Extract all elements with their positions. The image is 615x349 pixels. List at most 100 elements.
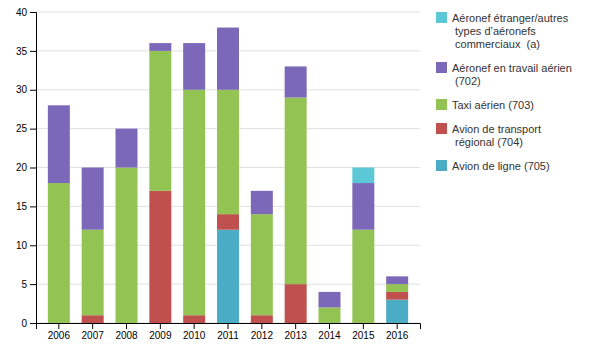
chart: 2006200720082009201020112012201320142015… bbox=[0, 0, 615, 349]
x-tick-label: 2012 bbox=[251, 330, 274, 341]
x-tick: 2010 bbox=[183, 323, 206, 341]
bar-segment bbox=[386, 300, 408, 323]
bar-segment bbox=[183, 315, 205, 323]
x-tick-mark bbox=[126, 323, 127, 329]
bar-segment bbox=[285, 66, 307, 67]
bar-segment bbox=[386, 276, 408, 284]
bar-segment bbox=[352, 183, 374, 230]
y-tick-mark bbox=[30, 245, 36, 246]
x-tick-label: 2006 bbox=[48, 330, 71, 341]
y-tick-label: 20 bbox=[16, 162, 28, 173]
x-tick-label: 2008 bbox=[115, 330, 138, 341]
y-tick: 25 bbox=[16, 123, 36, 134]
bar-segment bbox=[217, 214, 239, 230]
bar-segment bbox=[217, 90, 239, 214]
bar-segment bbox=[183, 43, 205, 90]
x-tick-mark bbox=[363, 323, 364, 329]
x-tick-label: 2014 bbox=[318, 330, 341, 341]
bar-segment bbox=[285, 66, 307, 97]
x-tick-mark bbox=[295, 323, 296, 329]
y-tick-label: 15 bbox=[16, 201, 28, 212]
x-tick: 2012 bbox=[251, 323, 274, 341]
y-tick-label: 40 bbox=[16, 7, 28, 18]
x-tick: 2011 bbox=[217, 323, 239, 341]
y-tick-mark bbox=[30, 284, 36, 285]
bar-segment bbox=[48, 105, 70, 183]
y-tick-label: 35 bbox=[16, 46, 28, 57]
y-tick: 20 bbox=[16, 162, 36, 173]
x-tick: 2013 bbox=[285, 323, 308, 341]
bar-segment bbox=[251, 190, 273, 191]
bar-segment bbox=[116, 168, 138, 324]
series bbox=[217, 230, 408, 323]
y-axis-line bbox=[30, 13, 37, 324]
bar-segment bbox=[352, 168, 374, 184]
bar-segment bbox=[149, 43, 171, 44]
y-tick-mark bbox=[30, 129, 36, 130]
bar-segment bbox=[82, 168, 104, 230]
bar-segment bbox=[149, 43, 171, 51]
y-tick: 35 bbox=[16, 46, 36, 57]
legend-item: Aéronef étranger/autres types d’aéronefs… bbox=[436, 12, 569, 50]
x-tick-label: 2009 bbox=[149, 330, 172, 341]
bar-segment bbox=[116, 129, 138, 168]
legend-swatch bbox=[436, 99, 447, 110]
series bbox=[352, 168, 374, 184]
bar-segment bbox=[48, 183, 70, 323]
bar-segment bbox=[183, 43, 205, 44]
legend-label: Avion de transport régional (704) bbox=[452, 123, 541, 148]
legend-label: Aéronef étranger/autres types d’aéronefs… bbox=[452, 12, 569, 50]
x-tick: 2016 bbox=[386, 323, 409, 341]
series bbox=[48, 28, 408, 308]
bar-segment bbox=[183, 90, 205, 315]
x-tick-mark bbox=[329, 323, 330, 329]
legend-item: Taxi aérien (703) bbox=[436, 99, 534, 111]
bar-segment bbox=[285, 98, 307, 285]
x-tick-label: 2013 bbox=[285, 330, 308, 341]
legend-swatch bbox=[436, 123, 447, 134]
x-tick-mark bbox=[228, 323, 229, 329]
bar-segment bbox=[217, 230, 239, 323]
y-axis: 0510152025303540 bbox=[16, 7, 37, 329]
bar-segment bbox=[319, 291, 341, 292]
y-tick: 0 bbox=[21, 318, 36, 329]
y-tick-mark bbox=[30, 12, 36, 13]
x-axis: 2006200720082009201020112012201320142015… bbox=[37, 323, 421, 341]
series bbox=[48, 51, 408, 323]
legend-item: Avion de transport régional (704) bbox=[436, 123, 541, 148]
x-tick: 2008 bbox=[115, 323, 138, 341]
y-tick-mark bbox=[30, 51, 36, 52]
x-tick-mark bbox=[92, 323, 93, 329]
x-tick: 2006 bbox=[48, 323, 71, 341]
x-tick-label: 2010 bbox=[183, 330, 206, 341]
legend: Aéronef étranger/autres types d’aéronefs… bbox=[436, 12, 572, 172]
y-tick-label: 5 bbox=[21, 279, 27, 290]
y-tick-label: 10 bbox=[16, 240, 28, 251]
bar-segment bbox=[285, 284, 307, 323]
bar-segment bbox=[82, 315, 104, 323]
x-tick-mark bbox=[261, 323, 262, 329]
bar-segment bbox=[116, 128, 138, 129]
bar-segment bbox=[386, 276, 408, 277]
legend-label: Aéronef en travail aérien (702) bbox=[452, 62, 572, 87]
y-tick-label: 0 bbox=[21, 318, 27, 329]
legend-item: Avion de ligne (705) bbox=[436, 160, 550, 172]
y-tick: 5 bbox=[21, 279, 36, 290]
x-tick-mark bbox=[397, 323, 398, 329]
bar-segment bbox=[386, 292, 408, 300]
bar-segment bbox=[217, 27, 239, 28]
bar-segment bbox=[48, 105, 70, 106]
grid-line bbox=[36, 12, 420, 13]
y-tick-mark bbox=[30, 323, 36, 324]
y-tick-mark bbox=[30, 168, 36, 169]
bar-segment bbox=[149, 191, 171, 323]
plot: 2006200720082009201020112012201320142015… bbox=[16, 7, 421, 341]
bar-segment bbox=[251, 191, 273, 214]
bar-segment bbox=[352, 230, 374, 323]
x-tick-mark bbox=[194, 323, 195, 329]
x-tick-mark bbox=[58, 323, 59, 329]
legend-label: Avion de ligne (705) bbox=[452, 160, 550, 172]
x-tick: 2015 bbox=[352, 323, 375, 341]
y-tick-mark bbox=[30, 206, 36, 207]
bar-segment bbox=[251, 315, 273, 323]
